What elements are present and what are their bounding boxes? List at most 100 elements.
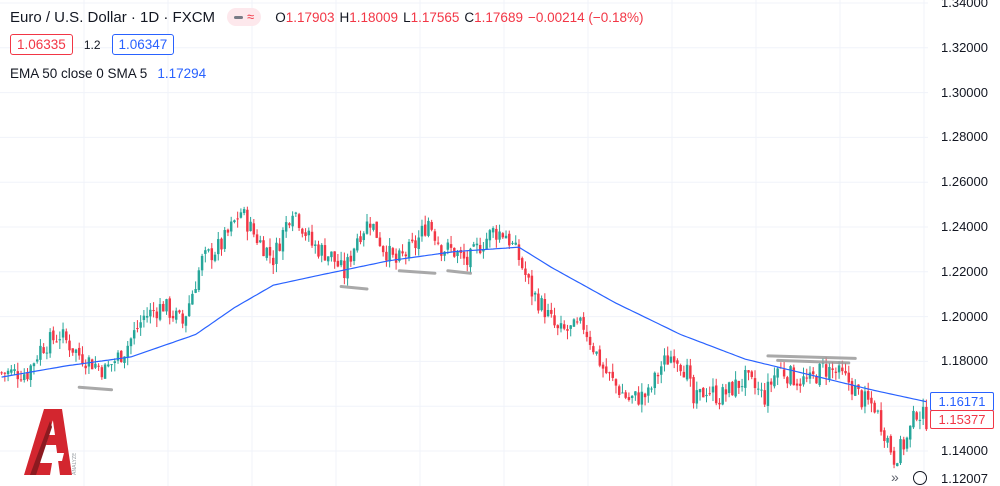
candle — [417, 230, 420, 256]
candle — [372, 223, 375, 232]
candle — [647, 384, 650, 403]
candle — [178, 309, 181, 314]
candle — [650, 386, 653, 393]
candle — [362, 231, 365, 247]
candle — [763, 383, 766, 408]
candle — [278, 238, 281, 252]
candle — [45, 346, 49, 360]
candle — [601, 362, 605, 378]
candle — [68, 334, 71, 357]
candle — [737, 380, 741, 395]
candle — [411, 232, 414, 244]
candle — [520, 256, 524, 270]
ema-price-tag: 1.16171 — [930, 392, 994, 411]
candle — [766, 373, 770, 413]
candle — [259, 235, 262, 244]
low-key: L — [403, 9, 411, 25]
candle — [925, 399, 928, 431]
candle — [656, 372, 660, 384]
candle — [32, 362, 36, 375]
candle — [103, 363, 107, 379]
candle — [310, 224, 314, 248]
double-chevron-right-icon[interactable]: » — [891, 469, 899, 485]
red-a-logo-icon: ANALYZE — [24, 409, 78, 475]
candle — [459, 246, 462, 259]
candle — [255, 229, 259, 245]
indicator-legend[interactable]: EMA 50 close 0 SMA 5 1.17294 — [10, 66, 206, 81]
candle — [511, 240, 514, 246]
candle — [94, 356, 97, 370]
price-axis-label: 1.28000 — [941, 129, 988, 145]
candle — [158, 297, 162, 322]
candle — [834, 367, 838, 380]
candle — [249, 216, 252, 232]
candle — [579, 316, 582, 324]
price-axis-label: 1.34000 — [941, 0, 988, 10]
indicator-toggle-pill[interactable]: ≈ — [227, 8, 262, 26]
candle — [811, 367, 815, 379]
annotations — [77, 269, 857, 392]
wave-icon: ≈ — [247, 9, 255, 24]
candle — [139, 315, 142, 336]
sell-button[interactable]: 1.06335 — [10, 34, 73, 55]
candle — [378, 232, 382, 248]
candle — [912, 405, 915, 429]
candle — [71, 348, 74, 356]
quantity-value[interactable]: 1.2 — [83, 37, 101, 52]
candle — [805, 368, 808, 383]
candle — [495, 225, 498, 248]
candle — [624, 390, 627, 400]
candle — [430, 219, 433, 232]
candle — [291, 211, 294, 232]
candle — [627, 392, 631, 402]
open-value: 1.17903 — [285, 9, 335, 25]
candle — [660, 361, 663, 384]
candle — [391, 246, 395, 258]
candle — [365, 213, 369, 235]
candle — [469, 247, 472, 273]
candle — [892, 446, 896, 469]
candle — [653, 371, 657, 395]
candle — [870, 391, 873, 413]
price-axis-bottom-label: 1.12007 — [941, 471, 988, 486]
candle — [440, 244, 443, 262]
candle — [333, 251, 336, 269]
candle — [90, 358, 94, 370]
candle — [672, 349, 676, 369]
candle — [317, 240, 320, 259]
candle — [142, 310, 146, 328]
resistance-line — [766, 354, 857, 360]
candle — [676, 358, 679, 372]
candle — [504, 230, 508, 239]
candle — [165, 298, 168, 315]
candlesticks — [0, 206, 928, 469]
candle — [585, 324, 589, 342]
candle — [336, 253, 340, 268]
symbol-title[interactable]: Euro / U.S. Dollar · 1D · FXCM — [10, 8, 216, 26]
indicator-value: 1.17294 — [157, 66, 207, 81]
candle — [23, 368, 26, 383]
candle — [252, 218, 256, 238]
candle — [394, 248, 398, 270]
candle — [802, 367, 805, 387]
buy-button[interactable]: 1.06347 — [111, 34, 175, 55]
settings-circle-icon[interactable] — [913, 471, 927, 485]
candle — [61, 322, 65, 344]
candle — [769, 378, 773, 393]
candle — [339, 251, 343, 268]
candle — [908, 425, 912, 448]
candle — [297, 212, 301, 231]
minus-icon — [234, 15, 244, 19]
candle — [466, 250, 469, 272]
candle — [314, 240, 317, 254]
candle — [799, 378, 802, 393]
candle — [184, 315, 188, 333]
price-axis-label: 1.26000 — [941, 174, 988, 190]
candle — [873, 400, 876, 414]
candle — [786, 375, 789, 389]
candle — [52, 326, 55, 345]
candle — [307, 227, 311, 242]
candle — [155, 307, 159, 328]
candle — [695, 381, 699, 409]
